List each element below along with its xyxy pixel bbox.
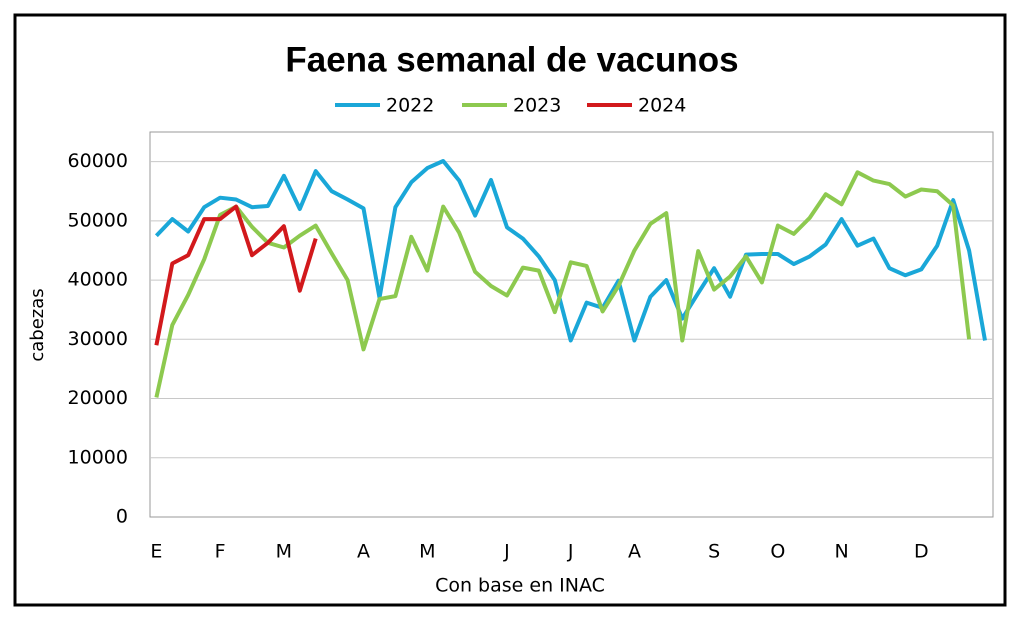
y-axis-label: cabezas [27, 288, 48, 361]
plot-area [149, 131, 994, 518]
x-tick-label: F [215, 541, 226, 563]
y-tick-label: 30000 [68, 328, 128, 350]
x-tick-label: O [770, 541, 785, 563]
y-tick-label: 60000 [68, 150, 128, 172]
x-tick-label: D [914, 541, 929, 563]
line-series [154, 170, 972, 398]
y-tick-label: 10000 [68, 446, 128, 468]
x-tick-label: J [567, 541, 574, 563]
x-tick-label: N [835, 541, 849, 563]
x-tick-label: J [503, 541, 510, 563]
line-series [154, 159, 987, 343]
x-tick-label: M [276, 541, 292, 563]
y-tick-label: 20000 [68, 387, 128, 409]
chart-title: Faena semanal de vacunos [285, 40, 738, 79]
y-tick-label: 50000 [68, 209, 128, 231]
x-tick-label: E [150, 541, 162, 563]
x-tick-label: A [357, 541, 370, 563]
x-tick-label: A [628, 541, 641, 563]
x-tick-label: M [419, 541, 435, 563]
legend-label: 2023 [513, 95, 561, 117]
y-tick-label: 40000 [68, 269, 128, 291]
line-series [154, 204, 318, 346]
x-axis-label: Con base en INAC [435, 575, 605, 597]
legend-label: 2022 [386, 95, 434, 117]
y-tick-label: 0 [116, 506, 128, 528]
legend-label: 2024 [638, 95, 686, 117]
x-tick-label: S [708, 541, 720, 563]
